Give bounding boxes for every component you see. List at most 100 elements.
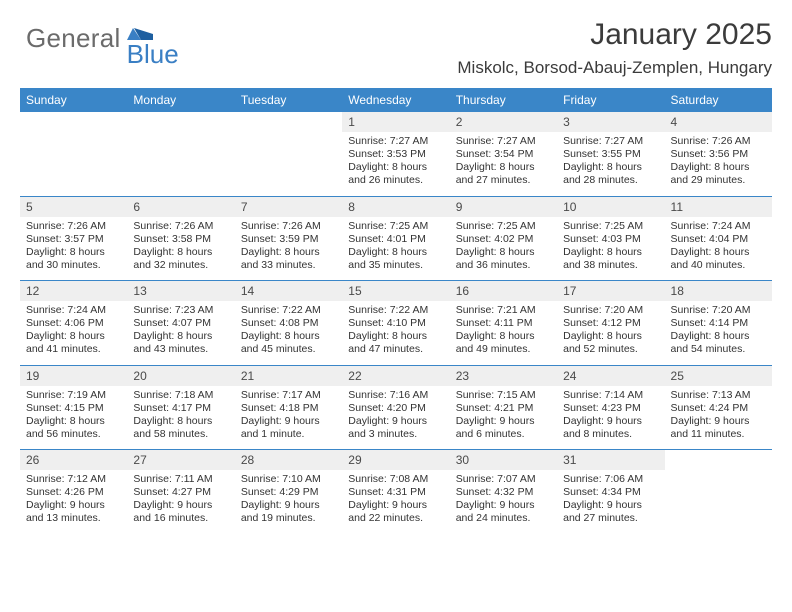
day-details: Sunrise: 7:23 AMSunset: 4:07 PMDaylight:… — [127, 301, 234, 365]
day-details: Sunrise: 7:13 AMSunset: 4:24 PMDaylight:… — [665, 386, 772, 450]
day-details: Sunrise: 7:08 AMSunset: 4:31 PMDaylight:… — [342, 470, 449, 534]
calendar-week-row: 19Sunrise: 7:19 AMSunset: 4:15 PMDayligh… — [20, 365, 772, 450]
sunrise-line: Sunrise: 7:23 AM — [133, 304, 228, 317]
sunset-line: Sunset: 4:14 PM — [671, 317, 766, 330]
day-details: Sunrise: 7:26 AMSunset: 3:58 PMDaylight:… — [127, 217, 234, 281]
calendar-cell: 13Sunrise: 7:23 AMSunset: 4:07 PMDayligh… — [127, 281, 234, 366]
sunrise-line: Sunrise: 7:25 AM — [456, 220, 551, 233]
day-number: 14 — [235, 281, 342, 301]
calendar-cell: 3Sunrise: 7:27 AMSunset: 3:55 PMDaylight… — [557, 112, 664, 196]
day-details: Sunrise: 7:25 AMSunset: 4:03 PMDaylight:… — [557, 217, 664, 281]
sunset-line: Sunset: 4:26 PM — [26, 486, 121, 499]
calendar-cell: 27Sunrise: 7:11 AMSunset: 4:27 PMDayligh… — [127, 450, 234, 534]
calendar-cell: 6Sunrise: 7:26 AMSunset: 3:58 PMDaylight… — [127, 196, 234, 281]
sunrise-line: Sunrise: 7:21 AM — [456, 304, 551, 317]
sunrise-line: Sunrise: 7:10 AM — [241, 473, 336, 486]
location-subtitle: Miskolc, Borsod-Abauj-Zemplen, Hungary — [457, 58, 772, 78]
day-number: 29 — [342, 450, 449, 470]
day-number: 6 — [127, 197, 234, 217]
sunset-line: Sunset: 4:31 PM — [348, 486, 443, 499]
daylight-line: Daylight: 9 hours and 13 minutes. — [26, 499, 121, 525]
day-number: 16 — [450, 281, 557, 301]
sunrise-line: Sunrise: 7:22 AM — [241, 304, 336, 317]
day-details: Sunrise: 7:06 AMSunset: 4:34 PMDaylight:… — [557, 470, 664, 534]
day-number: 2 — [450, 112, 557, 132]
sunrise-line: Sunrise: 7:25 AM — [348, 220, 443, 233]
day-details: Sunrise: 7:14 AMSunset: 4:23 PMDaylight:… — [557, 386, 664, 450]
calendar-cell: 5Sunrise: 7:26 AMSunset: 3:57 PMDaylight… — [20, 196, 127, 281]
calendar-cell: 8Sunrise: 7:25 AMSunset: 4:01 PMDaylight… — [342, 196, 449, 281]
calendar-cell: 14Sunrise: 7:22 AMSunset: 4:08 PMDayligh… — [235, 281, 342, 366]
day-number: 9 — [450, 197, 557, 217]
sunrise-line: Sunrise: 7:14 AM — [563, 389, 658, 402]
day-number: 5 — [20, 197, 127, 217]
day-number: 31 — [557, 450, 664, 470]
day-details: Sunrise: 7:18 AMSunset: 4:17 PMDaylight:… — [127, 386, 234, 450]
daylight-line: Daylight: 8 hours and 58 minutes. — [133, 415, 228, 441]
weekday-header: Tuesday — [235, 88, 342, 112]
sunset-line: Sunset: 4:21 PM — [456, 402, 551, 415]
sunset-line: Sunset: 4:17 PM — [133, 402, 228, 415]
daylight-line: Daylight: 9 hours and 27 minutes. — [563, 499, 658, 525]
calendar-cell: 1Sunrise: 7:27 AMSunset: 3:53 PMDaylight… — [342, 112, 449, 196]
daylight-line: Daylight: 8 hours and 33 minutes. — [241, 246, 336, 272]
day-number: 7 — [235, 197, 342, 217]
day-number: 12 — [20, 281, 127, 301]
daylight-line: Daylight: 8 hours and 54 minutes. — [671, 330, 766, 356]
day-number: 13 — [127, 281, 234, 301]
calendar-cell: 2Sunrise: 7:27 AMSunset: 3:54 PMDaylight… — [450, 112, 557, 196]
sunrise-line: Sunrise: 7:15 AM — [456, 389, 551, 402]
daylight-line: Daylight: 9 hours and 19 minutes. — [241, 499, 336, 525]
sunrise-line: Sunrise: 7:20 AM — [563, 304, 658, 317]
daylight-line: Daylight: 8 hours and 36 minutes. — [456, 246, 551, 272]
weekday-header-row: SundayMondayTuesdayWednesdayThursdayFrid… — [20, 88, 772, 112]
daylight-line: Daylight: 8 hours and 47 minutes. — [348, 330, 443, 356]
day-details: Sunrise: 7:27 AMSunset: 3:53 PMDaylight:… — [342, 132, 449, 196]
calendar-cell: 11Sunrise: 7:24 AMSunset: 4:04 PMDayligh… — [665, 196, 772, 281]
calendar-cell: 28Sunrise: 7:10 AMSunset: 4:29 PMDayligh… — [235, 450, 342, 534]
day-number: 4 — [665, 112, 772, 132]
sunset-line: Sunset: 4:12 PM — [563, 317, 658, 330]
day-details: Sunrise: 7:22 AMSunset: 4:08 PMDaylight:… — [235, 301, 342, 365]
weekday-header: Friday — [557, 88, 664, 112]
calendar-cell — [127, 112, 234, 196]
sunset-line: Sunset: 4:32 PM — [456, 486, 551, 499]
sunrise-line: Sunrise: 7:26 AM — [671, 135, 766, 148]
day-details: Sunrise: 7:25 AMSunset: 4:02 PMDaylight:… — [450, 217, 557, 281]
sunrise-line: Sunrise: 7:25 AM — [563, 220, 658, 233]
daylight-line: Daylight: 8 hours and 40 minutes. — [671, 246, 766, 272]
sunrise-line: Sunrise: 7:07 AM — [456, 473, 551, 486]
sunset-line: Sunset: 4:27 PM — [133, 486, 228, 499]
day-number: 30 — [450, 450, 557, 470]
day-number: 24 — [557, 366, 664, 386]
sunrise-line: Sunrise: 7:17 AM — [241, 389, 336, 402]
day-details: Sunrise: 7:10 AMSunset: 4:29 PMDaylight:… — [235, 470, 342, 534]
calendar-week-row: 5Sunrise: 7:26 AMSunset: 3:57 PMDaylight… — [20, 196, 772, 281]
daylight-line: Daylight: 8 hours and 32 minutes. — [133, 246, 228, 272]
sunset-line: Sunset: 3:57 PM — [26, 233, 121, 246]
weekday-header: Sunday — [20, 88, 127, 112]
calendar-cell: 10Sunrise: 7:25 AMSunset: 4:03 PMDayligh… — [557, 196, 664, 281]
sunrise-line: Sunrise: 7:27 AM — [456, 135, 551, 148]
day-details: Sunrise: 7:15 AMSunset: 4:21 PMDaylight:… — [450, 386, 557, 450]
day-number: 8 — [342, 197, 449, 217]
day-details: Sunrise: 7:12 AMSunset: 4:26 PMDaylight:… — [20, 470, 127, 534]
calendar-cell: 22Sunrise: 7:16 AMSunset: 4:20 PMDayligh… — [342, 365, 449, 450]
sunrise-line: Sunrise: 7:27 AM — [348, 135, 443, 148]
sunset-line: Sunset: 4:24 PM — [671, 402, 766, 415]
daylight-line: Daylight: 9 hours and 6 minutes. — [456, 415, 551, 441]
day-number: 10 — [557, 197, 664, 217]
day-details: Sunrise: 7:26 AMSunset: 3:56 PMDaylight:… — [665, 132, 772, 196]
day-details: Sunrise: 7:17 AMSunset: 4:18 PMDaylight:… — [235, 386, 342, 450]
day-details: Sunrise: 7:20 AMSunset: 4:12 PMDaylight:… — [557, 301, 664, 365]
daylight-line: Daylight: 8 hours and 28 minutes. — [563, 161, 658, 187]
daylight-line: Daylight: 8 hours and 26 minutes. — [348, 161, 443, 187]
day-number: 21 — [235, 366, 342, 386]
daylight-line: Daylight: 9 hours and 11 minutes. — [671, 415, 766, 441]
calendar-cell: 4Sunrise: 7:26 AMSunset: 3:56 PMDaylight… — [665, 112, 772, 196]
calendar-cell: 25Sunrise: 7:13 AMSunset: 4:24 PMDayligh… — [665, 365, 772, 450]
daylight-line: Daylight: 8 hours and 56 minutes. — [26, 415, 121, 441]
day-details: Sunrise: 7:27 AMSunset: 3:55 PMDaylight:… — [557, 132, 664, 196]
weekday-header: Thursday — [450, 88, 557, 112]
day-details: Sunrise: 7:27 AMSunset: 3:54 PMDaylight:… — [450, 132, 557, 196]
